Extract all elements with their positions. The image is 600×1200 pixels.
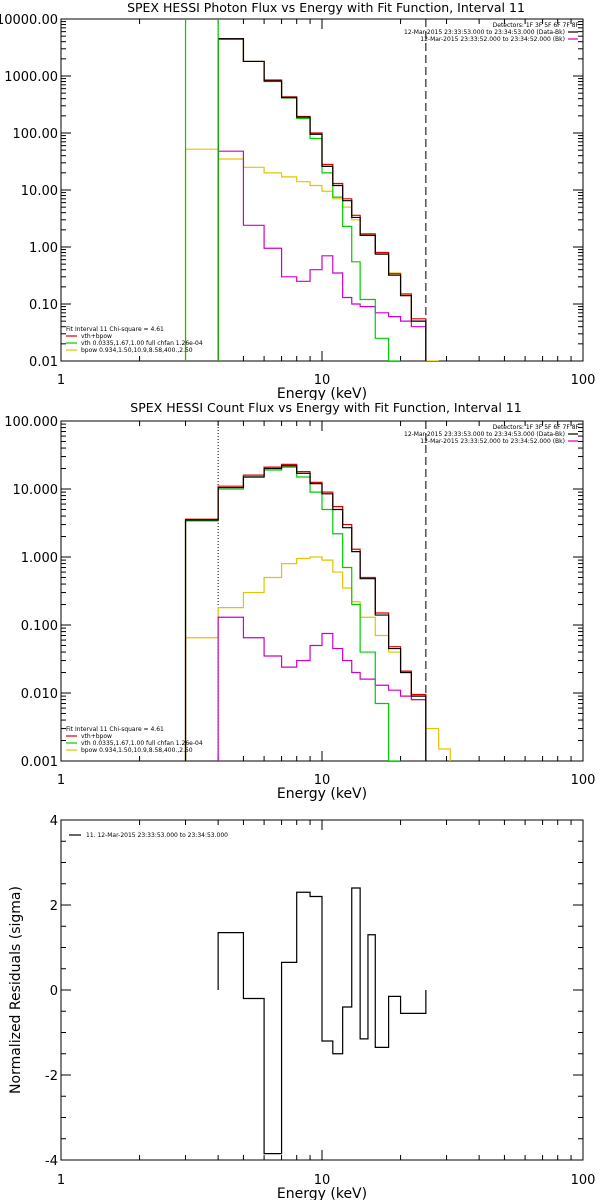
y-tick-label: 0 [50, 984, 58, 999]
series-fit-sum-line [184, 463, 427, 761]
series-total-line [184, 465, 427, 761]
chart-title: SPEX HESSI Photon Flux vs Energy with Fi… [127, 0, 525, 15]
y-tick-label: 100.000 [4, 415, 58, 430]
legend-entry: bpow 0.934,1.50,10.9,8.58,400.,2.50 [81, 347, 193, 354]
detectors-label: Detectors: 1F 3F 5F 6F 7F 8F [493, 424, 580, 431]
legend-entry: vth+bpow [81, 733, 112, 740]
time-range-label: 12-Mar-2015 23:33:52.000 to 23:34:52.000… [420, 438, 565, 445]
residuals-chart: 1 10 100 Energy (keV) -4 -2 0 2 4 Normalized Resi… [8, 814, 596, 1200]
series-bpow-line [184, 148, 439, 361]
time-range-label: 12-Mar-2015 23:33:53.000 to 23:34:53.000… [404, 29, 565, 36]
time-range-label: 12-Mar-2015 23:33:53.000 to 23:34:53.000… [404, 431, 565, 438]
x-tick-label: 1 [57, 373, 65, 388]
y-tick-label: 1.00 [29, 241, 58, 256]
series-data-points-line [217, 150, 427, 361]
y-tick-label: 1000.00 [4, 70, 58, 85]
photon-flux-chart: SPEX HESSI Photon Flux vs Energy with Fi… [0, 0, 596, 400]
series-group [184, 463, 451, 761]
series-total-line [217, 887, 427, 1155]
series-group [184, 19, 439, 361]
y-tick-label: 0.10 [29, 298, 58, 313]
y-tick-label: -4 [45, 1154, 58, 1169]
series-data-points-line [217, 616, 427, 761]
x-axis-label: Energy (keV) [277, 1186, 367, 1200]
y-tick-label: 0.01 [29, 355, 58, 370]
legend-entry: bpow 0.934,1.50,10.9,8.58,400.,2.50 [81, 747, 193, 754]
x-tick-label: 10 [314, 1173, 331, 1188]
x-tick-label: 1 [57, 773, 65, 788]
legend-entry: vth 0.0335,1.67,1.00 full chfan 1.26e-04 [81, 340, 203, 347]
series-fit-sum-line [217, 38, 427, 361]
count-flux-chart: SPEX HESSI Count Flux vs Energy with Fit… [4, 400, 596, 802]
legend-entry: 11. 12-Mar-2015 23:33:53.000 to 23:34:53… [86, 832, 228, 839]
time-range-label: 12-Mar-2015 23:33:52.000 to 23:34:52.000… [420, 36, 565, 43]
y-tick-label: 100.00 [13, 127, 59, 142]
x-tick-label: 10 [314, 773, 331, 788]
y-tick-label: 0.100 [21, 619, 58, 634]
y-tick-label: -2 [45, 1069, 58, 1084]
y-tick-label: 4 [50, 814, 58, 829]
series-group [217, 887, 427, 1155]
y-tick-label: 0.010 [21, 687, 58, 702]
x-tick-label: 1 [57, 1173, 65, 1188]
series-total-line [217, 38, 427, 361]
y-axis-label: Normalized Residuals (sigma) [8, 886, 24, 1094]
y-tick-label: 10.00 [21, 184, 58, 199]
y-tick-label: 1.000 [21, 551, 58, 566]
x-tick-label: 100 [571, 1173, 596, 1188]
plot-frame [60, 420, 584, 762]
y-tick-label: 10000.00 [0, 13, 58, 28]
legend-entry: vth+bpow [81, 333, 112, 340]
x-tick-label: 100 [571, 773, 596, 788]
y-tick-label: 0.001 [21, 755, 58, 770]
legend-entry: Fit Interval 11 Chi-square = 4.61 [66, 326, 164, 333]
legend-entry: vth 0.0335,1.67,1.00 full chfan 1.26e-04 [81, 740, 203, 747]
x-axis-label: Energy (keV) [277, 386, 367, 400]
legend-entry: Fit Interval 11 Chi-square = 4.61 [66, 726, 164, 733]
series-vth-line [217, 38, 401, 361]
x-axis-label: Energy (keV) [277, 786, 367, 802]
detectors-label: Detectors: 1F 3F 5F 6F 7F 8F [493, 22, 580, 29]
series-bpow-line [184, 556, 451, 761]
y-tick-label: 2 [50, 899, 58, 914]
y-tick-label: 10.000 [13, 483, 59, 498]
chart-title: SPEX HESSI Count Flux vs Energy with Fit… [130, 400, 521, 415]
x-tick-label: 100 [571, 373, 596, 388]
x-tick-label: 10 [314, 373, 331, 388]
